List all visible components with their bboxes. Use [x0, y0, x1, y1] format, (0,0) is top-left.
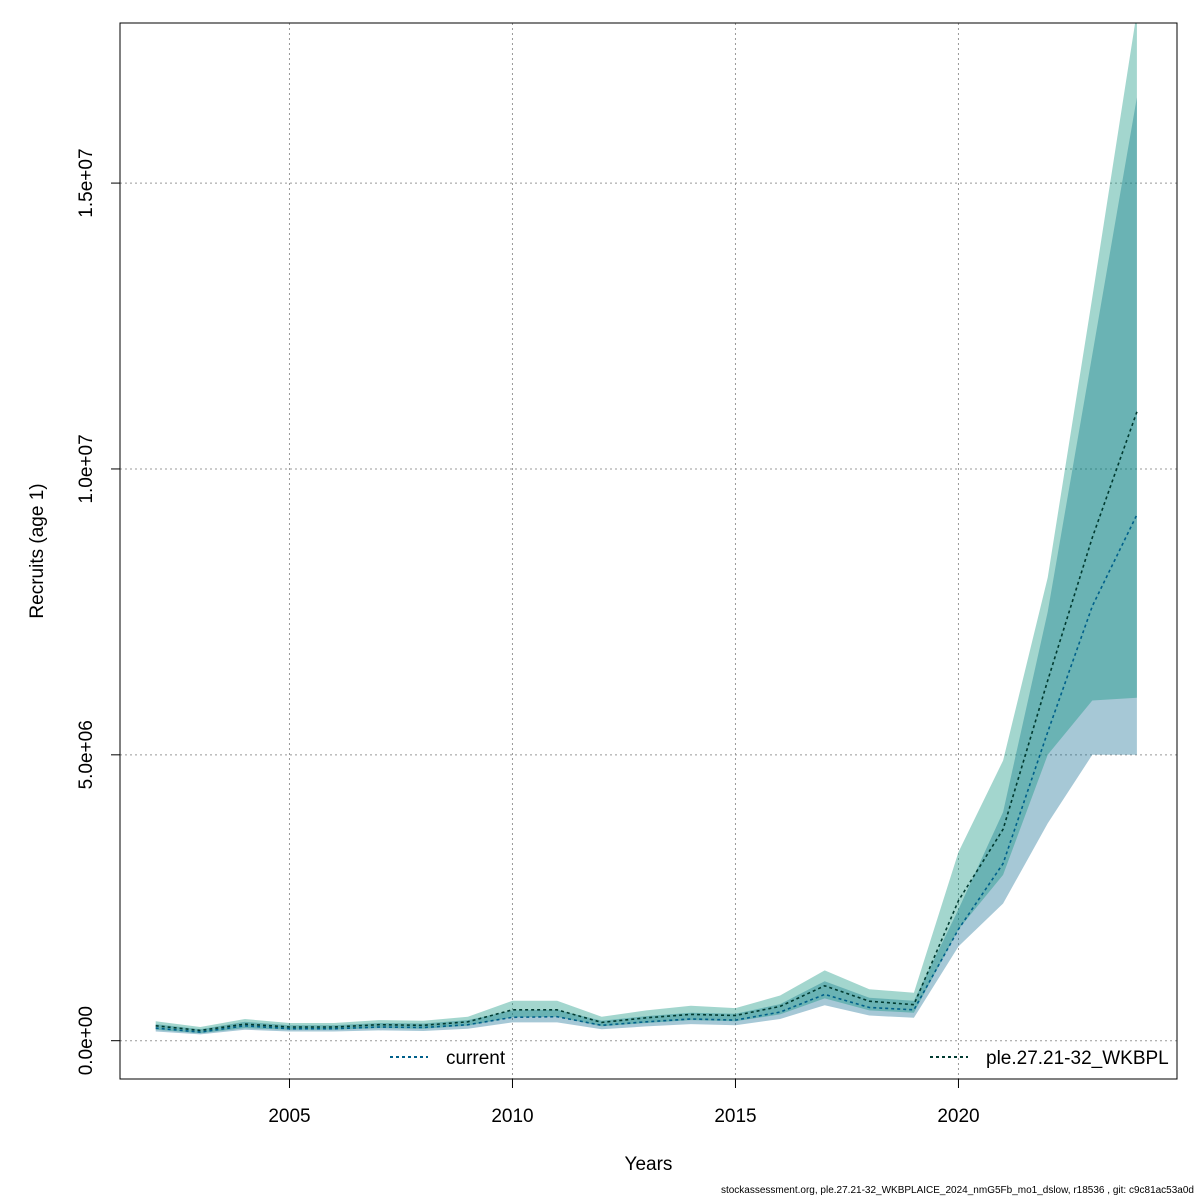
- confidence-band-1: [155, 23, 1137, 1034]
- series-line-0: [155, 514, 1138, 1033]
- x-tick-label: 2020: [937, 1106, 979, 1127]
- x-tick-label: 2005: [268, 1106, 310, 1127]
- legend: current ple.27.21-32_WKBPL: [390, 1048, 1169, 1069]
- y-tick-label: 5.0e+06: [76, 720, 97, 789]
- axes: 2005 2010 2015 2020 0.0e+00 5.0e+06 1.0e+07 1.5…: [76, 148, 980, 1127]
- x-tick-label: 2015: [714, 1106, 756, 1127]
- legend-label-1: ple.27.21-32_WKBPL: [986, 1048, 1169, 1069]
- y-tick-label: 0.0e+00: [76, 1006, 97, 1075]
- confidence-bands: [155, 23, 1137, 1035]
- y-axis-title: Recruits (age 1): [27, 483, 48, 618]
- series-lines: [155, 411, 1138, 1033]
- confidence-band-0: [155, 97, 1137, 1035]
- x-tick-label: 2010: [491, 1106, 533, 1127]
- y-tick-label: 1.5e+07: [76, 148, 97, 217]
- grid-lines: [120, 23, 1177, 1079]
- plot-frame: [119, 22, 1178, 1080]
- legend-label-0: current: [446, 1048, 506, 1069]
- series-line-1: [155, 411, 1138, 1032]
- x-axis-title: Years: [625, 1154, 673, 1175]
- footer-credit: stockassessment.org, ple.27.21-32_WKBPLA…: [720, 1185, 1194, 1196]
- y-tick-label: 1.0e+07: [76, 434, 97, 503]
